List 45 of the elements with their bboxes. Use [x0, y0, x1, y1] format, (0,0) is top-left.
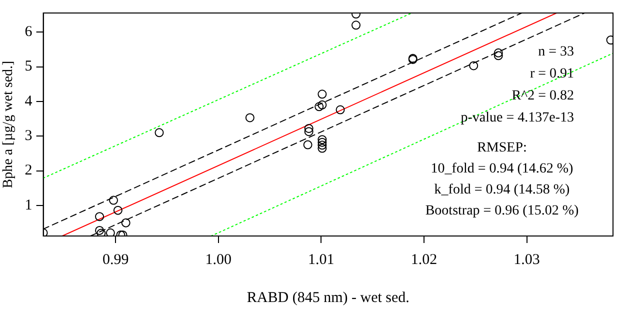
x-tick-label: 0.99	[102, 252, 129, 268]
x-tick-label: 1.03	[514, 252, 540, 268]
point	[318, 144, 327, 153]
point	[121, 218, 130, 228]
y-tick-label: 6	[24, 24, 33, 40]
annotation: Bootstrap = 0.96 (15.02 %)	[425, 204, 579, 219]
annotation: k_fold = 0.94 (14.58 %)	[434, 182, 570, 198]
x-tick-label: 1.01	[308, 252, 334, 268]
y-tick-label: 1	[24, 197, 32, 214]
y-axis-title: Bphe a [µg/g wet sed.]	[1, 60, 16, 188]
x-axis-title: RABD (845 nm) - wet sed.	[246, 290, 410, 306]
point	[336, 105, 345, 114]
point	[109, 196, 118, 205]
point	[113, 206, 122, 215]
point	[318, 138, 327, 147]
point	[318, 135, 327, 144]
y-tick-label: 4	[24, 93, 33, 110]
y-tick-label: 3	[24, 128, 32, 144]
point	[106, 228, 115, 236]
point	[494, 51, 503, 60]
point	[96, 228, 106, 236]
point	[318, 140, 327, 150]
point	[352, 20, 361, 30]
annotation: p-value = 4.137e-13	[460, 110, 574, 126]
annotation: R^2 = 0.82	[512, 88, 574, 104]
point	[318, 90, 327, 99]
annotation: 10_fold = 0.94 (14.62 %)	[430, 162, 574, 177]
point	[245, 113, 254, 122]
annotation: n = 33	[538, 44, 574, 60]
point	[304, 127, 314, 136]
x-tick-label: 1.02	[410, 252, 438, 268]
point	[303, 140, 312, 150]
x-tick-label: 1.00	[205, 252, 232, 268]
point	[95, 212, 104, 222]
y-tick-label: 5	[24, 58, 32, 75]
point	[154, 128, 164, 138]
point	[318, 100, 327, 110]
point	[95, 226, 104, 235]
annotation: r = 0.91	[530, 66, 574, 82]
point	[314, 102, 324, 112]
annotation: RMSEP:	[477, 140, 527, 156]
point	[494, 48, 503, 58]
point	[304, 124, 314, 133]
y-tick-label: 2	[24, 162, 32, 179]
point	[469, 61, 478, 70]
